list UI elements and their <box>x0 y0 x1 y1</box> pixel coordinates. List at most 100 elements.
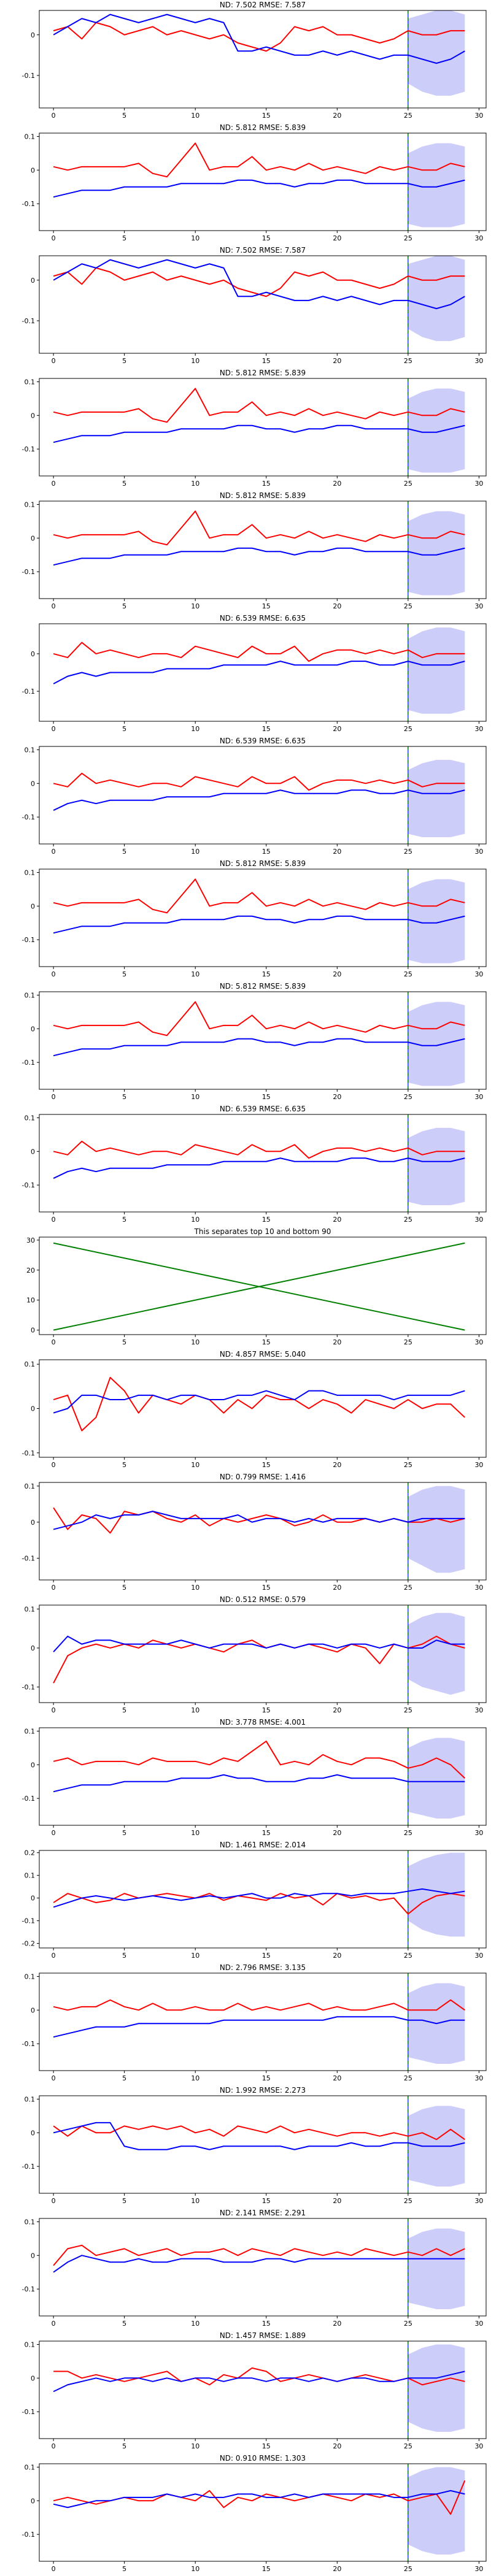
x-tick-label: 10 <box>191 1093 199 1101</box>
x-tick-label: 20 <box>333 1584 341 1592</box>
x-tick-label: 20 <box>333 1952 341 1960</box>
subplot-title: ND: 0.910 RMSE: 1.303 <box>220 2454 306 2463</box>
x-tick-label: 0 <box>52 1216 56 1224</box>
y-tick-label: 0 <box>31 2497 35 2505</box>
y-tick-label: 0.1 <box>25 2218 36 2226</box>
x-tick-label: 20 <box>333 1338 341 1346</box>
x-tick-label: 25 <box>404 2320 412 2328</box>
x-tick-label: 20 <box>333 234 341 242</box>
subplot-20: ND: 1.457 RMSE: 1.889 0 5 10 15 20 25 30 0.1 0 -0.… <box>22 2331 487 2450</box>
x-tick-label: 0 <box>52 234 56 242</box>
uncertainty-band <box>408 627 465 714</box>
x-tick-label: 20 <box>333 1829 341 1837</box>
series-line-1 <box>53 878 465 914</box>
x-tick-label: 5 <box>122 2442 126 2450</box>
y-tick-label: 0 <box>31 1327 35 1335</box>
series-line-1 <box>53 1893 465 1915</box>
x-tick-label: 15 <box>262 2074 271 2082</box>
y-tick-label: 0.2 <box>25 1849 36 1857</box>
series-line-1 <box>53 267 465 297</box>
y-tick-label: 0 <box>31 1519 35 1527</box>
y-tick-label: -0.1 <box>22 1449 35 1457</box>
x-tick-label: 5 <box>122 1952 126 1960</box>
subplot-title: This separates top 10 and bottom 90 <box>194 1227 331 1236</box>
x-tick-label: 5 <box>122 2320 126 2328</box>
y-tick-label: 0 <box>31 650 35 658</box>
x-tick-label: 25 <box>404 848 412 856</box>
subplot-8: ND: 5.812 RMSE: 5.839 0 5 10 15 20 25 30 0.1 0 -0.… <box>22 859 487 978</box>
x-tick-label: 30 <box>474 234 483 242</box>
plot-frame <box>39 10 487 109</box>
x-tick-label: 10 <box>191 1584 199 1592</box>
series-line-1 <box>53 772 465 791</box>
x-tick-label: 20 <box>333 1093 341 1101</box>
x-tick-label: 30 <box>474 602 483 610</box>
x-tick-label: 30 <box>474 725 483 733</box>
x-tick-label: 20 <box>333 602 341 610</box>
y-tick-label: -0.1 <box>22 445 35 453</box>
y-tick-label: 0.1 <box>25 746 36 754</box>
y-tick-label: 0 <box>31 166 35 174</box>
plot-frame <box>39 1482 487 1581</box>
x-tick-label: 25 <box>404 2565 412 2573</box>
series-line-1 <box>53 1635 465 1684</box>
x-tick-label: 10 <box>191 112 199 120</box>
x-tick-label: 15 <box>262 1093 271 1101</box>
y-tick-label: 0 <box>31 1148 35 1156</box>
uncertainty-band <box>408 143 465 228</box>
x-tick-label: 25 <box>404 1584 412 1592</box>
y-tick-label: 0.1 <box>25 1727 36 1735</box>
plot-frame <box>39 1972 487 2071</box>
x-tick-label: 25 <box>404 112 412 120</box>
x-tick-label: 0 <box>52 1952 56 1960</box>
y-tick-label: 0.1 <box>25 2340 36 2348</box>
x-tick-label: 0 <box>52 480 56 488</box>
uncertainty-band <box>408 2228 465 2310</box>
x-tick-label: 30 <box>474 2320 483 2328</box>
x-tick-label: 15 <box>262 1338 271 1346</box>
y-tick-label: -0.1 <box>22 2408 35 2416</box>
y-tick-label: -0.1 <box>22 72 35 80</box>
x-tick-label: 5 <box>122 1093 126 1101</box>
x-tick-label: 5 <box>122 2074 126 2082</box>
y-tick-label: 0 <box>31 2374 35 2382</box>
series-line-1 <box>53 1999 465 2011</box>
plot-frame <box>39 1727 487 1826</box>
uncertainty-band <box>408 2467 465 2555</box>
x-tick-label: 25 <box>404 1093 412 1101</box>
subplot-title: ND: 6.539 RMSE: 6.635 <box>220 1105 306 1113</box>
y-tick-label: 20 <box>26 1267 35 1275</box>
subplot-12: ND: 4.857 RMSE: 5.040 0 5 10 15 20 25 30 0.1 0 -0.… <box>22 1350 487 1469</box>
x-tick-label: 25 <box>404 1952 412 1960</box>
x-tick-label: 30 <box>474 357 483 365</box>
subplot-3: ND: 7.502 RMSE: 7.587 0 5 10 15 20 25 30 0 -0.1 <box>22 246 487 365</box>
subplot-title: ND: 1.992 RMSE: 2.273 <box>220 2086 306 2095</box>
y-tick-label: 0.1 <box>25 1605 36 1613</box>
series-line-2 <box>53 13 465 64</box>
x-tick-label: 10 <box>191 2074 199 2082</box>
y-tick-label: 0 <box>31 277 35 285</box>
y-tick-label: 0 <box>31 2006 35 2014</box>
series-line-2 <box>53 2371 465 2393</box>
x-tick-label: 25 <box>404 2197 412 2205</box>
y-tick-label: 0 <box>31 1025 35 1033</box>
plot-frame <box>39 2095 487 2194</box>
x-tick-label: 15 <box>262 1706 271 1714</box>
x-tick-label: 0 <box>52 2320 56 2328</box>
subplot-title: ND: 5.812 RMSE: 5.839 <box>220 123 306 132</box>
subplot-13: ND: 0.799 RMSE: 1.416 0 5 10 15 20 25 30 0.1 0 -0.… <box>22 1473 487 1592</box>
subplot-5: ND: 5.812 RMSE: 5.839 0 5 10 15 20 25 30 0.1 0 -0.… <box>22 491 487 610</box>
x-tick-label: 25 <box>404 2442 412 2450</box>
x-tick-label: 0 <box>52 2442 56 2450</box>
plot-frame <box>39 1236 487 1335</box>
subplot-title: ND: 6.539 RMSE: 6.635 <box>220 737 306 745</box>
subplot-title: ND: 2.141 RMSE: 2.291 <box>220 2209 306 2217</box>
subplot-title: ND: 6.539 RMSE: 6.635 <box>220 614 306 623</box>
subplot-title: ND: 1.457 RMSE: 1.889 <box>220 2331 306 2340</box>
subplot-title: ND: 0.512 RMSE: 0.579 <box>220 1595 306 1604</box>
y-tick-label: 0.1 <box>25 991 36 999</box>
x-tick-label: 20 <box>333 112 341 120</box>
x-tick-label: 15 <box>262 2442 271 2450</box>
x-tick-label: 10 <box>191 1829 199 1837</box>
x-tick-label: 10 <box>191 1952 199 1960</box>
